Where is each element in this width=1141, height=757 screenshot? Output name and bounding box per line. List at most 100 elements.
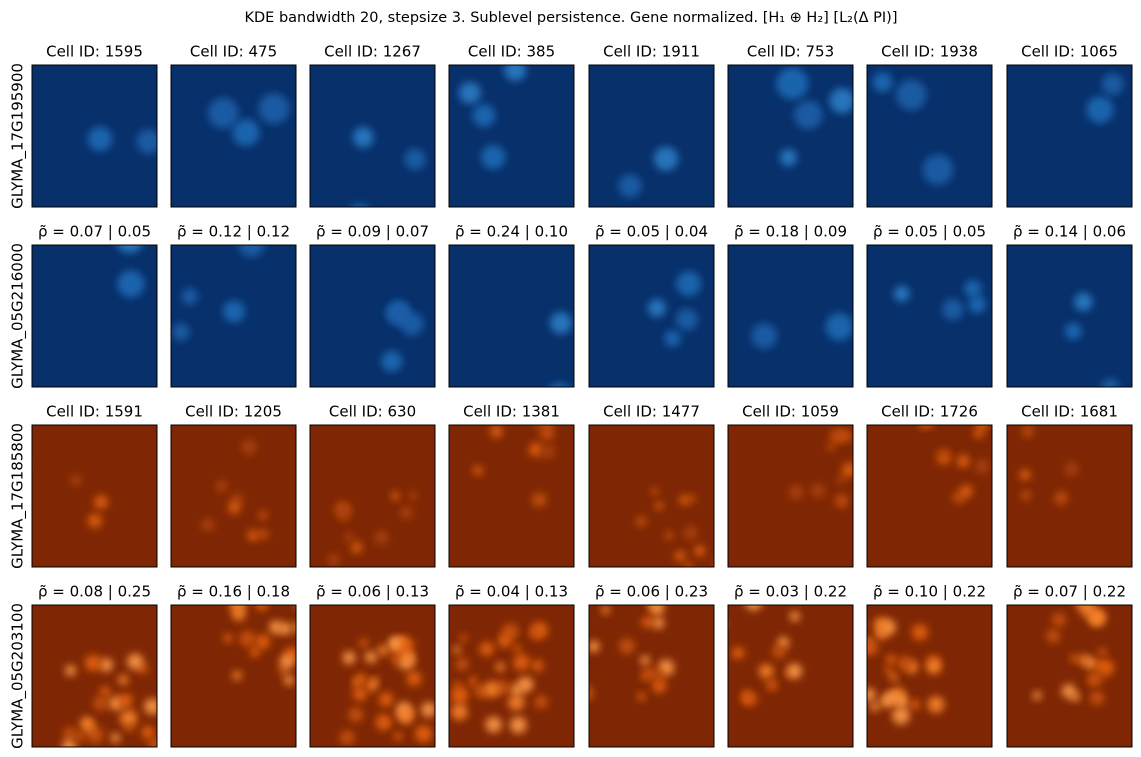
panel-frame bbox=[727, 604, 854, 748]
density-blob bbox=[223, 633, 233, 643]
density-blob bbox=[257, 528, 269, 540]
density-blob bbox=[922, 154, 954, 185]
row-label: GLYMA_05G216000 bbox=[9, 243, 28, 389]
density-blob bbox=[776, 67, 809, 100]
density-blob bbox=[1054, 491, 1068, 505]
density-blob bbox=[829, 88, 853, 114]
panel-frame bbox=[448, 244, 575, 388]
density-blob bbox=[779, 149, 798, 167]
density-blob bbox=[540, 444, 556, 459]
density-blob bbox=[889, 673, 898, 682]
density-blob bbox=[741, 689, 752, 700]
density-blob bbox=[468, 676, 478, 686]
panel-title: ρ̃ = 0.06 | 0.23 bbox=[595, 583, 708, 601]
density-blob bbox=[118, 693, 133, 708]
heatmap-panel bbox=[589, 425, 714, 567]
panel-title: ρ̃ = 0.05 | 0.04 bbox=[595, 223, 708, 241]
panel-frame bbox=[31, 604, 158, 748]
density-blob bbox=[772, 644, 787, 659]
panel-frame bbox=[309, 604, 436, 748]
density-blob bbox=[141, 725, 155, 740]
density-blob bbox=[232, 670, 242, 681]
density-blob bbox=[136, 129, 157, 154]
density-blob bbox=[297, 598, 310, 611]
density-blob bbox=[650, 487, 659, 496]
density-blob bbox=[402, 651, 415, 663]
density-blob bbox=[956, 454, 970, 468]
density-blob bbox=[355, 673, 367, 685]
heatmap-panel bbox=[728, 397, 853, 567]
density-blob bbox=[884, 666, 894, 675]
panel-frame bbox=[1006, 64, 1133, 208]
density-blob bbox=[93, 495, 109, 510]
heatmap-panel bbox=[589, 65, 714, 207]
density-blob bbox=[1052, 612, 1066, 627]
density-blob bbox=[223, 300, 246, 323]
density-blob bbox=[65, 664, 77, 677]
density-blob bbox=[589, 640, 600, 653]
panel-frame bbox=[448, 64, 575, 208]
density-blob bbox=[895, 79, 927, 111]
density-blob bbox=[350, 541, 363, 554]
density-blob bbox=[473, 465, 483, 476]
density-blob bbox=[911, 624, 928, 641]
density-blob bbox=[959, 484, 973, 498]
panel-title: Cell ID: 630 bbox=[329, 403, 416, 421]
panel-title: ρ̃ = 0.03 | 0.22 bbox=[734, 583, 847, 601]
panel-frame bbox=[309, 424, 436, 568]
panel-frame bbox=[1006, 604, 1133, 748]
density-blob bbox=[513, 654, 530, 671]
density-blob bbox=[693, 545, 706, 557]
density-blob bbox=[647, 299, 666, 318]
panel-frame bbox=[588, 64, 715, 208]
density-blob bbox=[93, 696, 108, 711]
panel-frame bbox=[588, 244, 715, 388]
density-blob bbox=[63, 727, 77, 741]
density-blob bbox=[396, 636, 414, 655]
density-blob bbox=[1061, 684, 1077, 699]
density-blob bbox=[87, 126, 113, 152]
panel-frame bbox=[448, 604, 575, 748]
panel-frame bbox=[1006, 244, 1133, 388]
heatmap-panel bbox=[856, 605, 992, 747]
density-blob bbox=[618, 174, 642, 198]
density-blob bbox=[508, 694, 525, 711]
density-blob bbox=[451, 703, 468, 721]
density-blob bbox=[874, 627, 887, 640]
density-blob bbox=[117, 245, 143, 253]
panel-frame bbox=[170, 244, 297, 388]
heatmap-panel bbox=[728, 605, 853, 747]
density-blob bbox=[731, 646, 745, 660]
density-blob bbox=[909, 699, 920, 710]
panel-title: Cell ID: 385 bbox=[468, 43, 555, 61]
density-blob bbox=[489, 425, 503, 438]
density-blob bbox=[788, 484, 804, 500]
density-blob bbox=[1079, 605, 1097, 618]
density-blob bbox=[540, 425, 552, 428]
density-blob bbox=[652, 678, 667, 693]
density-blob bbox=[640, 655, 650, 666]
density-blob bbox=[1095, 661, 1104, 670]
density-blob bbox=[172, 323, 190, 341]
density-blob bbox=[758, 663, 774, 679]
panel-background bbox=[1007, 245, 1132, 387]
panel-background bbox=[1007, 605, 1132, 747]
density-blob bbox=[509, 716, 527, 734]
density-blob bbox=[867, 638, 879, 656]
panel-title: Cell ID: 753 bbox=[747, 43, 834, 61]
density-blob bbox=[528, 442, 544, 457]
density-blob bbox=[531, 659, 544, 672]
panel-frame bbox=[1006, 424, 1133, 568]
heatmap-panel bbox=[1007, 425, 1132, 567]
density-blob bbox=[793, 100, 823, 130]
density-blob bbox=[364, 651, 377, 664]
density-blob bbox=[279, 654, 295, 669]
density-blob bbox=[1101, 378, 1120, 387]
panel-title: ρ̃ = 0.05 | 0.05 bbox=[873, 223, 986, 241]
density-blob bbox=[837, 397, 853, 413]
density-blob bbox=[283, 674, 295, 686]
panel-title: Cell ID: 1205 bbox=[185, 403, 282, 421]
panel-title: Cell ID: 1938 bbox=[881, 43, 978, 61]
density-blob bbox=[856, 621, 866, 631]
density-blob bbox=[374, 530, 389, 545]
